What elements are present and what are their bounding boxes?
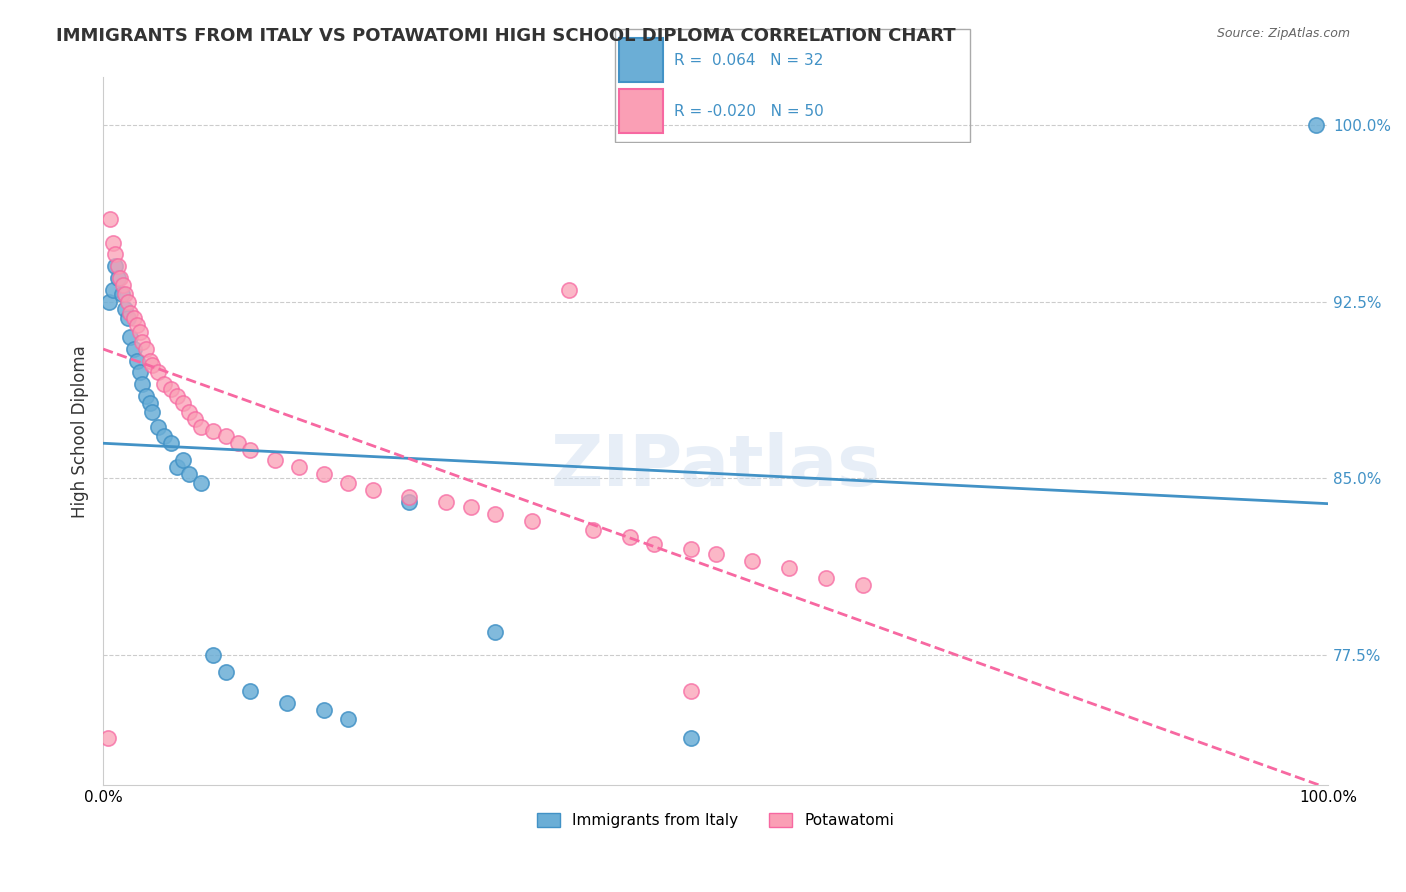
- Point: [1305, 118, 1327, 132]
- Point: [184, 412, 207, 426]
- Point: [778, 561, 800, 575]
- Point: [138, 396, 160, 410]
- Point: [263, 452, 285, 467]
- Point: [202, 648, 225, 663]
- Point: [460, 500, 482, 514]
- Point: [177, 467, 200, 481]
- Point: [226, 436, 249, 450]
- Point: [643, 537, 665, 551]
- Point: [619, 530, 641, 544]
- Point: [122, 311, 145, 326]
- Point: [141, 358, 163, 372]
- Point: [148, 419, 170, 434]
- Point: [101, 283, 124, 297]
- Point: [190, 476, 212, 491]
- Point: [166, 389, 188, 403]
- Point: [114, 287, 136, 301]
- Point: [177, 405, 200, 419]
- Point: [681, 542, 703, 557]
- Point: [127, 353, 149, 368]
- Point: [484, 624, 506, 639]
- Point: [852, 577, 875, 591]
- Point: [110, 287, 132, 301]
- FancyBboxPatch shape: [619, 38, 662, 82]
- Point: [239, 443, 262, 458]
- Point: [276, 696, 298, 710]
- Point: [434, 495, 457, 509]
- Point: [128, 325, 150, 339]
- Point: [138, 353, 160, 368]
- Point: [337, 476, 360, 491]
- Text: Source: ZipAtlas.com: Source: ZipAtlas.com: [1216, 27, 1350, 40]
- Point: [114, 301, 136, 316]
- Point: [98, 294, 121, 309]
- Point: [148, 365, 170, 379]
- Point: [131, 334, 153, 349]
- Point: [135, 342, 157, 356]
- Point: [398, 491, 420, 505]
- Point: [202, 424, 225, 438]
- Point: [100, 211, 122, 226]
- Point: [681, 731, 703, 745]
- Point: [107, 271, 129, 285]
- Point: [110, 271, 132, 285]
- Point: [166, 459, 188, 474]
- Point: [127, 318, 149, 332]
- Point: [398, 495, 420, 509]
- Point: [135, 389, 157, 403]
- Point: [337, 712, 360, 726]
- Point: [120, 306, 142, 320]
- Text: ZIPatlas: ZIPatlas: [551, 432, 880, 501]
- Point: [159, 436, 181, 450]
- Point: [111, 278, 134, 293]
- Point: [101, 235, 124, 250]
- Point: [172, 452, 194, 467]
- Point: [153, 429, 176, 443]
- Point: [107, 259, 129, 273]
- Point: [104, 247, 127, 261]
- Point: [190, 419, 212, 434]
- Text: R =  0.064   N = 32: R = 0.064 N = 32: [673, 53, 823, 68]
- Point: [97, 731, 120, 745]
- Legend: Immigrants from Italy, Potawatomi: Immigrants from Italy, Potawatomi: [531, 806, 900, 834]
- Point: [814, 570, 837, 584]
- Text: R = -0.020   N = 50: R = -0.020 N = 50: [673, 103, 824, 119]
- Point: [172, 396, 194, 410]
- Point: [159, 382, 181, 396]
- Point: [141, 405, 163, 419]
- Text: IMMIGRANTS FROM ITALY VS POTAWATOMI HIGH SCHOOL DIPLOMA CORRELATION CHART: IMMIGRANTS FROM ITALY VS POTAWATOMI HIGH…: [56, 27, 956, 45]
- Point: [214, 429, 236, 443]
- Point: [122, 342, 145, 356]
- FancyBboxPatch shape: [619, 89, 662, 134]
- Point: [312, 467, 335, 481]
- Point: [117, 294, 139, 309]
- Point: [288, 459, 311, 474]
- Point: [117, 311, 139, 326]
- Point: [741, 554, 763, 568]
- Y-axis label: High School Diploma: High School Diploma: [72, 345, 89, 517]
- Point: [557, 283, 579, 297]
- Point: [131, 377, 153, 392]
- Point: [153, 377, 176, 392]
- Point: [120, 330, 142, 344]
- Point: [128, 365, 150, 379]
- Point: [312, 703, 335, 717]
- Point: [582, 524, 605, 538]
- Point: [484, 507, 506, 521]
- Point: [214, 665, 236, 679]
- Point: [361, 483, 384, 498]
- Point: [104, 259, 127, 273]
- Point: [681, 683, 703, 698]
- Point: [704, 547, 727, 561]
- Point: [239, 683, 262, 698]
- Point: [520, 514, 543, 528]
